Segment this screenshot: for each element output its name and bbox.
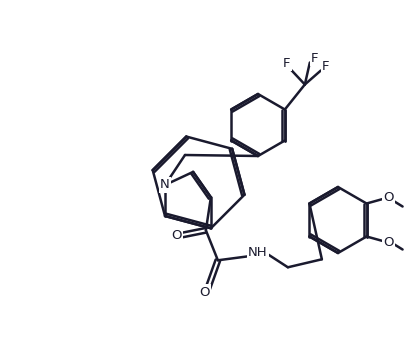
- Text: O: O: [383, 191, 394, 204]
- Text: NH: NH: [248, 246, 268, 259]
- Text: O: O: [383, 236, 394, 249]
- Text: O: O: [200, 286, 210, 299]
- Text: O: O: [172, 229, 182, 242]
- Text: F: F: [311, 52, 319, 65]
- Text: F: F: [322, 60, 330, 73]
- Text: F: F: [283, 57, 291, 70]
- Text: N: N: [160, 179, 170, 192]
